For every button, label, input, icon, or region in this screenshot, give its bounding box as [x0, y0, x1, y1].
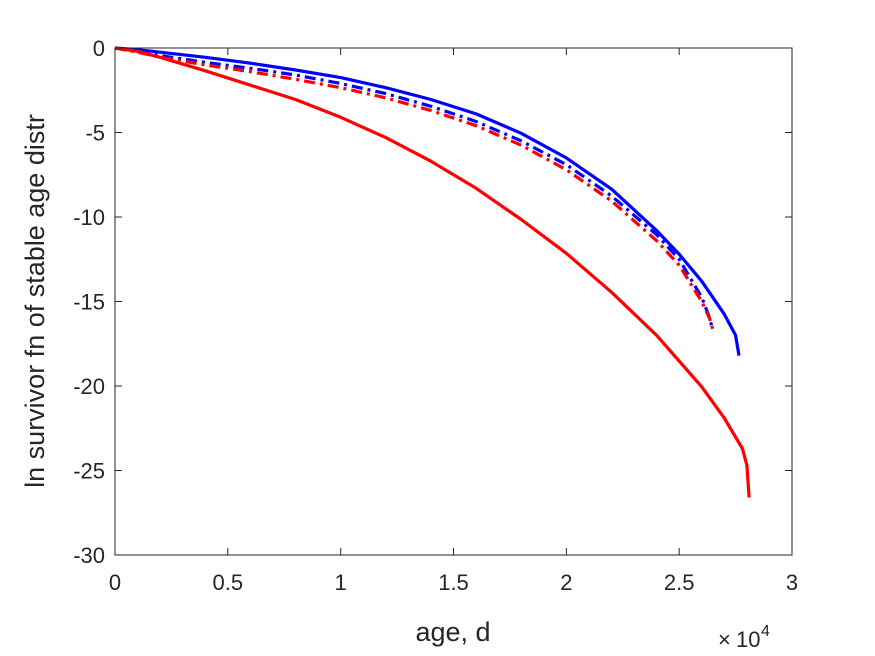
series-line-4 — [114, 46, 751, 498]
x-axis-multiplier: × 10 4 — [718, 623, 770, 652]
x-multiplier-base: 10 — [736, 627, 760, 652]
series-line-3 — [114, 46, 716, 335]
ticks-layer: 0 0.5 1 1.5 2 2.5 3 0 -5 -10 -15 -20 -25 -30 — [73, 36, 798, 595]
x-tick-label: 0 — [109, 570, 121, 595]
y-tick-label: -20 — [73, 374, 105, 399]
x-tick-label: 0.5 — [213, 570, 244, 595]
x-multiplier-times-symbol: × — [718, 627, 731, 652]
series-line-1 — [114, 46, 741, 356]
y-tick-label: -15 — [73, 290, 105, 315]
axes-background — [115, 48, 792, 555]
plot-area — [114, 46, 793, 556]
x-multiplier-exponent: 4 — [761, 623, 770, 640]
y-tick-label: -5 — [85, 121, 105, 146]
y-axis-label: ln survivor fn of stable age distr — [20, 114, 50, 488]
y-tick-label: -30 — [73, 543, 105, 568]
y-tick-label: -25 — [73, 459, 105, 484]
x-axis-label: age, d — [415, 617, 490, 647]
series-layer — [114, 46, 751, 498]
x-tick-label: 3 — [786, 570, 798, 595]
x-tick-label: 2 — [560, 570, 572, 595]
x-tick-label: 1.5 — [438, 570, 469, 595]
x-tick-label: 1 — [335, 570, 347, 595]
x-tick-label: 2.5 — [664, 570, 695, 595]
y-tick-label: -10 — [73, 205, 105, 230]
y-tick-label: 0 — [93, 36, 105, 61]
series-line-2 — [114, 46, 715, 331]
